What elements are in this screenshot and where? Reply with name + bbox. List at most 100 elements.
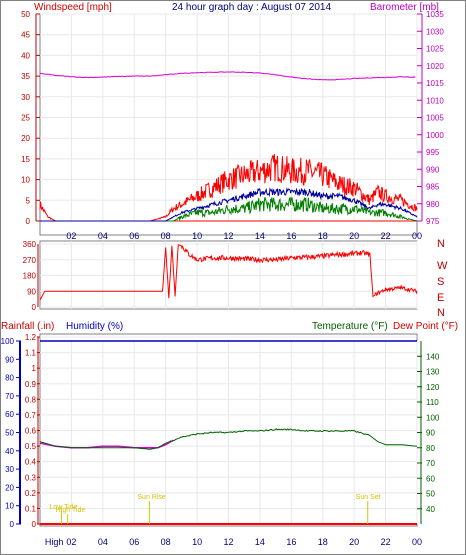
climate-time-label: 14 bbox=[255, 537, 265, 547]
wind-time-label: 22 bbox=[381, 231, 391, 241]
rainfall-tick-label: 0.8 bbox=[25, 395, 37, 404]
temperature-tick-label: 140 bbox=[426, 352, 440, 361]
climate-time-label: 06 bbox=[129, 537, 139, 547]
temperature-line bbox=[39, 428, 418, 450]
annotation-label: Sun Set bbox=[356, 494, 381, 501]
windspeed-tick-label: 20 bbox=[21, 134, 30, 143]
temperature-tick-label: 100 bbox=[426, 413, 440, 422]
direction-tick-label: 270 bbox=[23, 256, 37, 265]
rainfall-tick-label: 0.9 bbox=[25, 380, 37, 389]
temperature-tick-label: 130 bbox=[426, 368, 440, 377]
climate-time-label: 18 bbox=[318, 537, 328, 547]
humidity-tick-label: 0 bbox=[10, 520, 15, 529]
wind-time-label: 08 bbox=[161, 231, 171, 241]
barometer-tick-label: 1015 bbox=[426, 79, 444, 88]
windspeed-tick-label: 5 bbox=[26, 196, 31, 205]
rainfall-tick-label: 0.4 bbox=[25, 458, 37, 467]
direction-tick-label: 360 bbox=[23, 240, 37, 249]
wind-average-line bbox=[40, 186, 418, 222]
windspeed-tick-label: 15 bbox=[21, 155, 30, 164]
climate-series bbox=[39, 340, 418, 525]
wind-time-labels: 02 04 06 08 10 12 14 16 18 20 22 00 bbox=[66, 231, 422, 241]
wind-time-label: 14 bbox=[255, 231, 265, 241]
rainfall-tick-label: 1.2 bbox=[25, 333, 37, 342]
wind-time-label: 00 bbox=[412, 231, 422, 241]
dewpoint-axis-title: Dew Point (°F) bbox=[393, 321, 458, 332]
climate-time-label: 04 bbox=[98, 537, 108, 547]
temperature-tick-label: 40 bbox=[426, 505, 435, 514]
barometer-tick-label: 975 bbox=[426, 217, 440, 226]
rainfall-tick-label: 0.6 bbox=[25, 427, 37, 436]
temperature-tick-label: 120 bbox=[426, 383, 440, 392]
direction-tick-label: 180 bbox=[23, 272, 37, 281]
wind-time-label: 06 bbox=[129, 231, 139, 241]
rainfall-tick-label: 0.7 bbox=[25, 411, 37, 420]
humidity-tick-label: 40 bbox=[5, 447, 14, 456]
windspeed-tick-label: 35 bbox=[21, 72, 30, 81]
climate-time-labels: High 02 04 06 08 10 12 14 16 18 20 22 00 bbox=[45, 537, 422, 547]
barometer-tick-label: 1030 bbox=[426, 27, 444, 36]
barometer-tick-label: 980 bbox=[426, 200, 440, 209]
climate-time-label: 08 bbox=[161, 537, 171, 547]
rainfall-tick-label: 0.2 bbox=[25, 489, 37, 498]
rainfall-axis-title: Rainfall (.in) bbox=[1, 321, 54, 332]
windspeed-tick-label: 25 bbox=[21, 114, 30, 123]
climate-time-label: 12 bbox=[223, 537, 233, 547]
humidity-tick-label: 20 bbox=[5, 483, 14, 492]
temperature-axis-title: Temperature (°F) bbox=[312, 321, 388, 332]
wind-time-label: 16 bbox=[286, 231, 296, 241]
humidity-axis-title: Humidity (%) bbox=[66, 321, 123, 332]
humidity-tick-label: 10 bbox=[5, 502, 14, 511]
graph-title: 24 hour graph day : August 07 2014 bbox=[172, 2, 331, 13]
windspeed-tick-label: 45 bbox=[21, 31, 30, 40]
barometer-tick-label: 1010 bbox=[426, 96, 444, 105]
temperature-tick-labels: 40 50 60 70 80 90 100 110 120 130 140 bbox=[417, 341, 440, 524]
temperature-tick-label: 110 bbox=[426, 398, 439, 407]
direction-tick-label: 0 bbox=[32, 303, 37, 312]
windspeed-tick-label: 40 bbox=[21, 51, 30, 60]
barometer-axis-title: Barometer [mb] bbox=[370, 2, 439, 13]
barometer-line bbox=[39, 71, 416, 81]
climate-time-label: 02 bbox=[66, 537, 76, 547]
wind-time-label: 12 bbox=[223, 231, 233, 241]
rain-humidity-tick-labels: 0 10 20 30 40 50 60 70 80 90 100 0 0.1 0.2 0.3 0.4 0.5 0.… bbox=[1, 333, 40, 529]
wind-time-label: 02 bbox=[66, 231, 76, 241]
barometer-tick-label: 990 bbox=[426, 165, 440, 174]
humidity-tick-label: 50 bbox=[5, 429, 14, 438]
direction-tick-label: 90 bbox=[27, 287, 36, 296]
climate-time-label: High bbox=[45, 537, 64, 547]
humidity-tick-label: 70 bbox=[5, 392, 14, 401]
climate-time-label: 10 bbox=[192, 537, 202, 547]
windspeed-tick-label: 50 bbox=[21, 10, 30, 19]
temperature-tick-label: 70 bbox=[426, 459, 435, 468]
wind-time-label: 20 bbox=[349, 231, 359, 241]
rainfall-tick-label: 0 bbox=[32, 520, 37, 529]
temperature-tick-label: 80 bbox=[426, 444, 435, 453]
barometer-tick-label: 1020 bbox=[426, 62, 444, 71]
climate-time-label: 20 bbox=[349, 537, 359, 547]
compass-label: N bbox=[437, 238, 445, 250]
temperature-tick-label: 50 bbox=[426, 490, 435, 499]
wind-time-label: 10 bbox=[192, 231, 202, 241]
climate-time-label: 00 bbox=[412, 537, 422, 547]
annotation-label: Sun Rise bbox=[137, 494, 166, 501]
barometer-tick-label: 1005 bbox=[426, 114, 444, 123]
wind-series bbox=[39, 71, 418, 222]
barometer-tick-label: 995 bbox=[426, 148, 440, 157]
wind-time-label: 04 bbox=[98, 231, 108, 241]
humidity-tick-label: 80 bbox=[5, 374, 14, 383]
direction-tick-labels: 0 90 180 270 360 bbox=[23, 240, 39, 312]
compass-label: W bbox=[437, 260, 448, 272]
annotation-label: High Tide bbox=[56, 507, 86, 514]
windspeed-axis-title: Windspeed [mph] bbox=[34, 2, 112, 13]
wind-direction-line bbox=[39, 244, 418, 301]
rainfall-tick-label: 0.1 bbox=[25, 504, 37, 513]
compass-label: S bbox=[437, 276, 444, 288]
temperature-tick-label: 90 bbox=[426, 429, 435, 438]
barometer-tick-label: 985 bbox=[426, 183, 440, 192]
direction-series bbox=[39, 244, 418, 301]
